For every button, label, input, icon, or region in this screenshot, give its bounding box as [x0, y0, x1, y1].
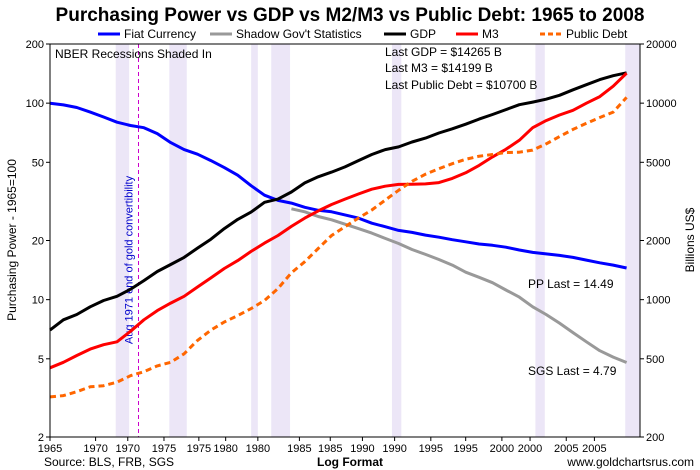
annotation-pp-last: PP Last = 14.49 — [528, 277, 614, 291]
legend-label-gdp: GDP — [410, 27, 436, 41]
x-tick-label: 1980 — [246, 443, 270, 455]
series-lines — [49, 71, 628, 399]
legend-label-shadow: Shadow Gov't Statistics — [236, 27, 362, 41]
recession-band-4 — [391, 44, 402, 437]
right-tick-label: 10000 — [646, 98, 677, 110]
x-tick-label: 1990 — [382, 443, 406, 455]
y-axis-label-left: Purchasing Power - 1965=100 — [5, 159, 19, 321]
gold-event-marker: Aug 1971 end of gold convertibility — [124, 44, 139, 437]
x-tick-label: 1995 — [453, 443, 477, 455]
chart-title: Purchasing Power vs GDP vs M2/M3 vs Publ… — [56, 5, 645, 26]
footer-site: www.goldchartsrus.com — [566, 455, 694, 469]
x-tick-label: 1990 — [350, 443, 374, 455]
series-line-public-debt — [49, 96, 628, 399]
recession-band-2 — [251, 44, 258, 437]
right-tick-label: 1000 — [646, 295, 670, 307]
left-tick-label: 20 — [32, 236, 44, 248]
left-tick-label: 10 — [32, 295, 44, 307]
x-tick-label: 1985 — [318, 443, 342, 455]
series-line-fiat-currency — [49, 101, 627, 270]
x-tick-label: 2000 — [490, 443, 514, 455]
left-tick-label: 100 — [26, 98, 44, 110]
x-tick-label: 1995 — [419, 443, 443, 455]
left-tick-label: 5 — [38, 354, 44, 366]
x-tick-label: 1970 — [83, 443, 107, 455]
x-tick-label: 2005 — [582, 443, 606, 455]
x-tick-label: 2005 — [554, 443, 578, 455]
right-tick-label: 5000 — [646, 157, 670, 169]
series-line-m3 — [49, 72, 628, 370]
right-tick-label: 500 — [646, 354, 664, 366]
x-tick-label: 1970 — [116, 443, 140, 455]
left-axis: 200 100 50 20 10 5 2 — [26, 39, 50, 444]
legend: Fiat Currency Shadow Gov't Statistics GD… — [98, 27, 628, 41]
annotation-last-debt: Last Public Debt = $10700 B — [385, 78, 537, 92]
left-tick-label: 200 — [26, 39, 44, 51]
series-line-gdp — [49, 71, 627, 332]
x-tick-label: 1965 — [38, 443, 62, 455]
right-tick-label: 2000 — [646, 236, 670, 248]
x-axis-label: Log Format — [317, 455, 383, 469]
x-tick-label: 1975 — [187, 443, 211, 455]
recession-band-5 — [535, 44, 545, 437]
x-tick-label: 1985 — [287, 443, 311, 455]
recession-band-1 — [169, 44, 187, 437]
y-axis-label-right: Billions US$ — [683, 207, 697, 272]
x-tick-label: 1975 — [152, 443, 176, 455]
annotation-nber: NBER Recessions Shaded In — [55, 47, 212, 61]
recession-band-6 — [625, 44, 640, 437]
annotation-last-gdp: Last GDP = $14265 B — [385, 45, 502, 59]
right-axis: 20000 10000 5000 2000 1000 500 200 — [640, 39, 677, 444]
right-tick-label: 20000 — [646, 39, 677, 51]
recession-band-3 — [271, 44, 291, 437]
x-tick-label: 2000 — [518, 443, 542, 455]
annotation-sgs-last: SGS Last = 4.79 — [528, 364, 617, 378]
legend-label-m3: M3 — [482, 27, 499, 41]
x-tick-label: 1980 — [213, 443, 237, 455]
annotation-last-m3: Last M3 = $14199 B — [385, 61, 493, 75]
left-tick-label: 2 — [38, 432, 44, 444]
x-axis: 1965 1970 1970 1975 1975 1980 1980 1985 1985 1990… — [38, 437, 607, 455]
legend-label-fiat: Fiat Currency — [124, 27, 196, 41]
recession-shading — [115, 44, 640, 437]
legend-label-debt: Public Debt — [566, 27, 628, 41]
gold-event-label: Aug 1971 end of gold convertibility — [124, 175, 136, 344]
footer-source: Source: BLS, FRB, SGS — [44, 455, 174, 469]
left-tick-label: 50 — [32, 157, 44, 169]
right-tick-label: 200 — [646, 432, 664, 444]
